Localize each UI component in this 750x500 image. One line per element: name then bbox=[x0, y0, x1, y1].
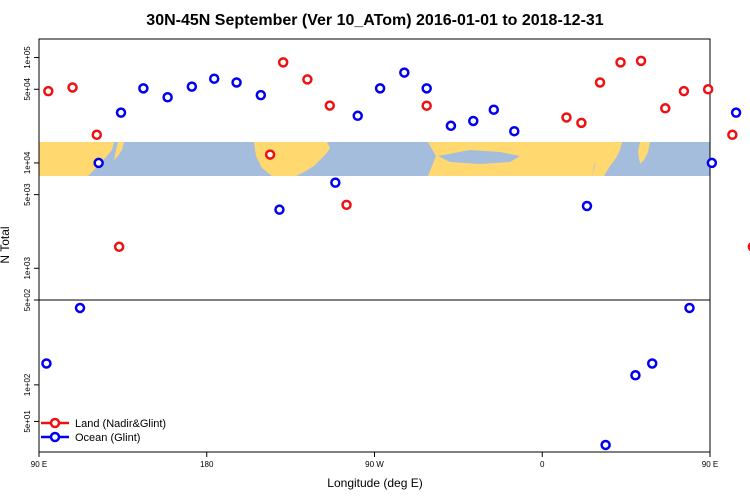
land-point bbox=[91, 129, 103, 141]
y-tick-label: 1e+05 bbox=[23, 46, 32, 69]
map-land-japan-east bbox=[638, 142, 650, 164]
ocean-point bbox=[274, 204, 285, 215]
land-point bbox=[324, 100, 336, 111]
map-land-asia-east bbox=[592, 142, 622, 176]
y-tick-label: 5e+03 bbox=[23, 183, 32, 206]
land-point bbox=[113, 241, 125, 253]
x-tick-label: 0 bbox=[540, 460, 545, 469]
x-ticks: 90 E 180 90 W 0 90 E bbox=[31, 452, 718, 469]
ocean-point bbox=[706, 157, 718, 169]
land-point bbox=[561, 112, 572, 123]
legend-land-label: Land (Nadir&Glint) bbox=[75, 418, 166, 430]
y-ticks-lower: 5e+02 1e+02 5e+01 bbox=[23, 288, 39, 433]
ocean-point bbox=[684, 302, 695, 314]
ocean-point bbox=[186, 81, 198, 92]
chart-title: 30N-45N September (Ver 10_ATom) 2016-01-… bbox=[146, 12, 604, 29]
ocean-point bbox=[231, 77, 242, 88]
world-map-strip bbox=[39, 142, 710, 176]
ocean-point bbox=[115, 107, 127, 118]
x-tick-label: 90 E bbox=[702, 460, 718, 469]
map-land-asia bbox=[39, 142, 114, 176]
x-tick-label: 90 W bbox=[365, 460, 384, 469]
land-point bbox=[615, 57, 626, 68]
y-tick-label: 1e+03 bbox=[23, 256, 32, 279]
x-tick-label: 180 bbox=[200, 460, 214, 469]
map-land-japan bbox=[114, 142, 124, 160]
y-tick-label: 5e+04 bbox=[23, 77, 32, 100]
axes bbox=[38, 38, 711, 453]
plot-frame bbox=[38, 38, 711, 453]
land-point bbox=[678, 85, 690, 97]
ocean-point bbox=[352, 110, 363, 122]
land-point bbox=[660, 103, 671, 114]
land-point bbox=[421, 100, 432, 111]
y-tick-label: 1e+02 bbox=[23, 373, 32, 396]
ocean-point bbox=[41, 358, 52, 369]
land-point bbox=[264, 149, 276, 160]
series-ocean-points bbox=[41, 67, 742, 451]
land-point bbox=[576, 117, 587, 129]
ocean-point bbox=[730, 107, 742, 118]
land-point bbox=[702, 84, 714, 95]
ocean-point bbox=[93, 157, 104, 169]
ocean-point bbox=[509, 125, 520, 137]
ocean-point bbox=[600, 439, 611, 451]
y-ticks-upper: 1e+05 5e+04 1e+04 5e+03 1e+03 bbox=[23, 46, 39, 280]
legend-ocean-marker bbox=[49, 431, 61, 443]
ocean-point bbox=[630, 370, 641, 381]
ocean-point bbox=[468, 115, 479, 127]
x-tick-label: 90 E bbox=[31, 460, 47, 469]
ocean-point bbox=[138, 83, 149, 94]
x-axis-label: Longitude (deg E) bbox=[327, 476, 422, 490]
ocean-point bbox=[330, 177, 341, 188]
ocean-point bbox=[255, 89, 267, 101]
ocean-point bbox=[488, 104, 500, 115]
y-axis-label: N Total bbox=[0, 226, 12, 263]
ocean-point bbox=[399, 67, 410, 78]
land-point bbox=[277, 57, 289, 68]
land-point bbox=[67, 82, 78, 93]
land-point bbox=[727, 129, 738, 141]
ocean-point bbox=[374, 83, 386, 94]
land-point bbox=[635, 55, 647, 67]
land-point bbox=[302, 74, 313, 85]
y-tick-label: 5e+01 bbox=[23, 410, 32, 433]
legend-land-marker bbox=[49, 417, 61, 429]
land-point bbox=[341, 199, 352, 211]
legend-ocean-label: Ocean (Glint) bbox=[75, 432, 140, 444]
ocean-point bbox=[421, 83, 432, 94]
ocean-point bbox=[646, 358, 658, 369]
land-point bbox=[594, 77, 606, 88]
y-tick-label: 1e+04 bbox=[23, 151, 32, 174]
ocean-point bbox=[162, 91, 173, 103]
series-land-points bbox=[43, 55, 750, 253]
y-tick-label: 5e+02 bbox=[23, 288, 32, 311]
ocean-point bbox=[208, 73, 220, 84]
ocean-point bbox=[581, 200, 593, 212]
ocean-point bbox=[445, 120, 457, 132]
legend: Land (Nadir&Glint) Ocean (Glint) bbox=[41, 417, 166, 444]
map-land-mediterranean-sea bbox=[438, 150, 520, 164]
land-point bbox=[43, 85, 54, 97]
ocean-point bbox=[74, 302, 86, 314]
